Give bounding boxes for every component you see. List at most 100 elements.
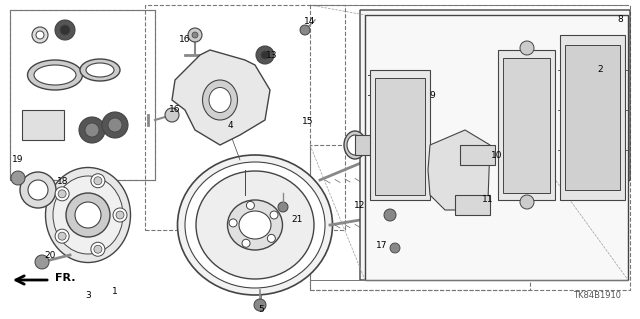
Circle shape: [94, 245, 102, 253]
Circle shape: [36, 31, 44, 39]
Ellipse shape: [382, 135, 398, 155]
Ellipse shape: [409, 153, 421, 157]
Circle shape: [374, 149, 386, 161]
Circle shape: [278, 202, 288, 212]
Text: 12: 12: [355, 201, 365, 210]
Circle shape: [384, 209, 396, 221]
Ellipse shape: [406, 151, 424, 159]
Circle shape: [35, 255, 49, 269]
Polygon shape: [365, 15, 628, 280]
Polygon shape: [565, 45, 620, 190]
Ellipse shape: [196, 171, 314, 279]
Text: 2: 2: [597, 65, 603, 75]
Circle shape: [188, 28, 202, 42]
Ellipse shape: [209, 87, 231, 113]
Ellipse shape: [202, 80, 237, 120]
Text: 10: 10: [492, 151, 503, 160]
Circle shape: [113, 208, 127, 222]
Circle shape: [91, 242, 105, 256]
Circle shape: [85, 123, 99, 137]
Polygon shape: [360, 10, 630, 280]
Ellipse shape: [433, 162, 447, 168]
Circle shape: [165, 108, 179, 122]
Text: FR.: FR.: [55, 273, 76, 283]
Text: 16: 16: [169, 106, 180, 115]
Circle shape: [108, 118, 122, 132]
Text: 14: 14: [304, 18, 316, 26]
Circle shape: [261, 51, 269, 59]
Text: 19: 19: [12, 155, 24, 165]
Ellipse shape: [177, 155, 333, 295]
Text: 16: 16: [179, 35, 191, 44]
Circle shape: [11, 171, 25, 185]
Ellipse shape: [34, 65, 76, 85]
Polygon shape: [375, 78, 425, 195]
Ellipse shape: [436, 164, 444, 167]
Circle shape: [32, 27, 48, 43]
Ellipse shape: [344, 131, 366, 159]
Circle shape: [58, 190, 66, 198]
Polygon shape: [370, 70, 430, 200]
Text: 18: 18: [57, 177, 68, 187]
Circle shape: [268, 234, 275, 242]
Circle shape: [270, 211, 278, 219]
Circle shape: [254, 299, 266, 311]
Circle shape: [102, 112, 128, 138]
Polygon shape: [498, 50, 555, 200]
Polygon shape: [460, 145, 495, 165]
Bar: [22, 110, 64, 140]
Ellipse shape: [80, 59, 120, 81]
Circle shape: [520, 195, 534, 209]
Text: 5: 5: [258, 306, 264, 315]
Ellipse shape: [379, 131, 401, 159]
Ellipse shape: [420, 157, 436, 164]
Polygon shape: [172, 50, 270, 145]
Text: 13: 13: [266, 50, 278, 60]
Text: 21: 21: [291, 216, 303, 225]
Text: 4: 4: [227, 121, 233, 130]
Ellipse shape: [86, 63, 114, 77]
Polygon shape: [503, 58, 550, 193]
Ellipse shape: [227, 200, 282, 250]
Bar: [10, 10, 155, 180]
Circle shape: [192, 32, 198, 38]
Circle shape: [229, 219, 237, 227]
Ellipse shape: [423, 159, 433, 161]
Text: 3: 3: [85, 291, 91, 300]
Polygon shape: [455, 195, 490, 215]
Circle shape: [79, 117, 105, 143]
Ellipse shape: [347, 135, 363, 155]
Circle shape: [55, 20, 75, 40]
Circle shape: [55, 187, 69, 201]
Text: 20: 20: [44, 250, 56, 259]
Ellipse shape: [28, 60, 83, 90]
Circle shape: [116, 211, 124, 219]
Circle shape: [75, 202, 101, 228]
Circle shape: [20, 172, 56, 208]
Circle shape: [520, 41, 534, 55]
Bar: [355, 135, 390, 155]
Text: 15: 15: [302, 117, 314, 127]
Text: 8: 8: [617, 16, 623, 25]
Circle shape: [300, 25, 310, 35]
Circle shape: [60, 25, 70, 35]
Text: 9: 9: [429, 91, 435, 100]
Text: 1: 1: [112, 287, 118, 296]
Ellipse shape: [239, 211, 271, 239]
Circle shape: [91, 174, 105, 188]
Circle shape: [94, 177, 102, 185]
Text: 17: 17: [376, 241, 388, 249]
Circle shape: [390, 243, 400, 253]
Circle shape: [242, 239, 250, 247]
Ellipse shape: [185, 162, 325, 288]
Ellipse shape: [53, 176, 123, 254]
Circle shape: [55, 229, 69, 243]
Text: TK84B1910: TK84B1910: [573, 292, 621, 300]
Ellipse shape: [45, 167, 131, 263]
Circle shape: [28, 180, 48, 200]
Circle shape: [256, 46, 274, 64]
Polygon shape: [560, 35, 625, 200]
Text: 11: 11: [483, 196, 493, 204]
Polygon shape: [428, 130, 490, 210]
Circle shape: [246, 201, 255, 210]
